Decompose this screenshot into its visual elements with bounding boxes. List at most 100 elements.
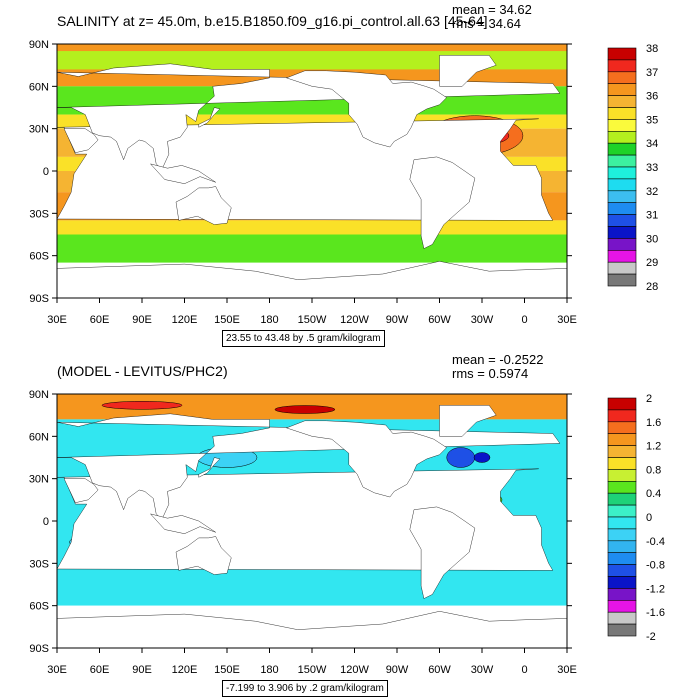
mean-value: mean = -0.2522 — [452, 352, 544, 367]
colorbar-swatch — [607, 107, 637, 120]
land-australia — [175, 536, 232, 575]
colorbar-swatch — [607, 445, 637, 458]
land-s-america — [409, 156, 476, 249]
colorbar-label: -0.8 — [646, 560, 665, 572]
colorbar-label: -1.2 — [646, 583, 665, 595]
band-southern-ocean — [57, 234, 567, 263]
colorbar-label: 38 — [646, 43, 658, 55]
colorbar: 38 37 36 35 34 33 32 31 30 29 28 — [607, 43, 658, 293]
colorbar-label: 1.2 — [646, 441, 661, 453]
colorbar-label: 28 — [646, 281, 658, 293]
lat-label: 0 — [43, 166, 49, 178]
lat-label: 30N — [29, 474, 49, 486]
lon-label: 90W — [386, 664, 409, 676]
colorbar-label: -2 — [646, 631, 656, 643]
lon-label: 120E — [172, 314, 198, 326]
colorbar-swatch — [607, 611, 637, 625]
colorbar-swatch — [607, 119, 637, 132]
colorbar-label: 32 — [646, 186, 658, 198]
colorbar-swatch — [607, 528, 637, 542]
colorbar-swatch — [607, 214, 637, 227]
axes: 90N 60N 30N 0 30S 60S 90S 30E 60E 90E 120E 150E 180 1… — [29, 39, 577, 326]
colorbar-label: -1.6 — [646, 607, 665, 619]
colorbar-swatch — [607, 421, 637, 435]
land-s-america — [409, 506, 476, 599]
colorbar-swatch — [607, 600, 637, 613]
lon-label: 120W — [340, 314, 369, 326]
lat-label: 30N — [29, 124, 49, 136]
colorbar-swatch — [607, 131, 637, 144]
lon-label: 60W — [428, 664, 451, 676]
gulf-stream-fresh — [446, 447, 475, 468]
colorbar-swatch — [607, 95, 637, 108]
colorbar-label: 0 — [646, 512, 652, 524]
colorbar-label: 29 — [646, 257, 658, 269]
lon-label: 150E — [214, 314, 240, 326]
lon-label: 0 — [521, 664, 527, 676]
siberian-max — [101, 401, 183, 410]
lat-label: 0 — [43, 516, 49, 528]
lat-label: 60S — [29, 251, 49, 263]
colorbar-swatch — [607, 457, 637, 470]
colorbar-swatch — [607, 433, 637, 446]
lon-label: 150W — [298, 664, 327, 676]
lon-label: 90W — [386, 314, 409, 326]
lat-label: 90S — [29, 643, 49, 655]
lon-label: 150E — [214, 664, 240, 676]
colorbar-swatch — [607, 178, 637, 192]
lat-label: 30S — [29, 208, 49, 220]
colorbar-label: 1.6 — [646, 417, 661, 429]
difference-panel: (MODEL - LEVITUS/PHC2) mean = -0.2522 rm… — [0, 350, 700, 700]
stats: mean = 34.62 rms = 34.64 — [452, 3, 532, 31]
colorbar-swatch — [607, 516, 637, 530]
difference-map: 90N 60N 30N 0 30S 60S 90S 30E 60E 90E 120E 150E 180 1… — [29, 389, 665, 676]
lat-label: 60S — [29, 601, 49, 613]
lat-label: 90N — [29, 389, 49, 401]
colorbar-swatch — [607, 481, 637, 494]
lon-label: 60E — [90, 314, 110, 326]
land-n-america — [285, 420, 447, 498]
colorbar-swatch — [607, 238, 637, 251]
colorbar-swatch — [607, 492, 637, 506]
land-n-america — [285, 70, 447, 148]
colorbar-swatch — [607, 540, 637, 554]
land-mask — [56, 55, 568, 299]
colorbar-label: 30 — [646, 233, 658, 245]
colorbar-swatch — [607, 250, 637, 263]
colorbar: 2 1.6 1.2 0.8 0.4 0 -0.4 -0.8 -1.2 -1.6 -2 — [607, 393, 665, 643]
colorbar-label: -0.4 — [646, 536, 665, 548]
land-arabia — [63, 128, 99, 153]
land-indonesia — [149, 163, 216, 184]
colorbar-label: 35 — [646, 114, 658, 126]
nadw-fresh-core — [473, 452, 491, 463]
panel-title: (MODEL - LEVITUS/PHC2) — [57, 363, 228, 379]
stats: mean = -0.2522 rms = 0.5974 — [452, 353, 543, 381]
colorbar-label: 31 — [646, 210, 658, 222]
colorbar-label: 0.8 — [646, 464, 661, 476]
lon-label: 0 — [521, 314, 527, 326]
lon-label: 30W — [471, 314, 494, 326]
colorbar-swatch — [607, 469, 637, 482]
panel-title: SALINITY at z= 45.0m, b.e15.B1850.f09_g1… — [57, 13, 488, 29]
rms-value: rms = 0.5974 — [452, 366, 529, 381]
colorbar-swatch — [607, 261, 637, 275]
colorbar-swatch — [607, 588, 637, 601]
colorbar-swatch — [607, 226, 637, 239]
lon-label: 60W — [428, 314, 451, 326]
lon-label: 90E — [132, 664, 152, 676]
colorbar-swatch — [607, 47, 637, 61]
colorbar-swatch — [607, 564, 637, 577]
colorbar-swatch — [607, 154, 637, 168]
lat-label: 90N — [29, 39, 49, 51]
lat-label: 30S — [29, 558, 49, 570]
colorbar-swatch — [607, 190, 637, 204]
colorbar-swatch — [607, 71, 637, 85]
salinity-map: 90N 60N 30N 0 30S 60S 90S 30E 60E 90E 120E 150E 180 1… — [29, 39, 658, 326]
salinity-panel: SALINITY at z= 45.0m, b.e15.B1850.f09_g1… — [29, 3, 658, 347]
colorbar-label: 0.4 — [646, 488, 661, 500]
lon-label: 60E — [90, 664, 110, 676]
land-japan — [198, 457, 221, 478]
colorbar-label: 36 — [646, 91, 658, 103]
colorbar-swatch — [607, 409, 637, 423]
band-south-mid — [57, 220, 567, 235]
